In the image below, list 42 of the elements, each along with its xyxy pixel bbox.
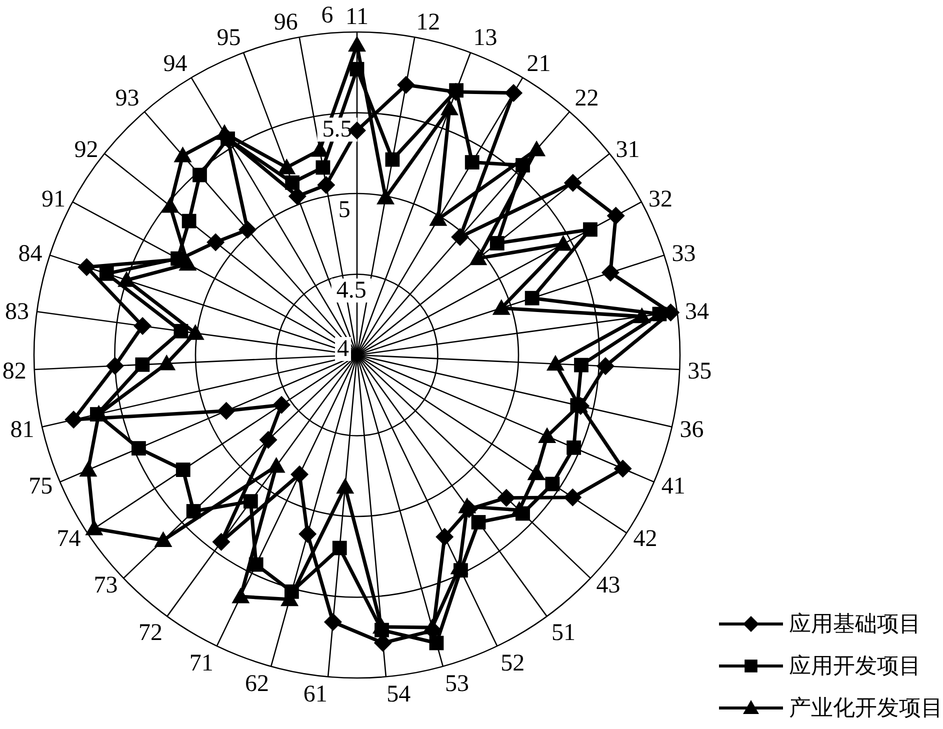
spoke-label: 72 bbox=[138, 620, 162, 646]
y-tick-label: 4 bbox=[337, 336, 349, 362]
spoke-label: 93 bbox=[115, 86, 140, 112]
spoke-label: 94 bbox=[163, 50, 188, 77]
spoke-label: 61 bbox=[303, 682, 328, 708]
spoke-label: 32 bbox=[648, 186, 672, 213]
spoke-label: 73 bbox=[94, 572, 118, 598]
spoke-label: 43 bbox=[596, 572, 620, 598]
spoke-label: 96 bbox=[274, 9, 298, 36]
spoke-label: 33 bbox=[672, 241, 696, 268]
spoke-label: 62 bbox=[244, 671, 269, 698]
spoke-label: 84 bbox=[18, 241, 42, 268]
spoke-label: 53 bbox=[445, 671, 470, 698]
spoke-label: 91 bbox=[42, 186, 66, 213]
spoke-label: 82 bbox=[2, 358, 26, 384]
spoke-label: 34 bbox=[685, 299, 710, 326]
spoke-label: 22 bbox=[574, 86, 599, 112]
spoke-label: 74 bbox=[56, 526, 81, 552]
spoke-label: 52 bbox=[500, 650, 525, 676]
spoke-label: 71 bbox=[189, 650, 214, 676]
y-tick-label: 6 bbox=[321, 2, 334, 28]
y-tick-label: 5 bbox=[338, 197, 350, 224]
legend-label: 应用基础项目 bbox=[789, 610, 921, 638]
spoke-label: 13 bbox=[473, 25, 498, 52]
spoke-label: 81 bbox=[10, 417, 34, 444]
spoke-label: 75 bbox=[28, 474, 53, 500]
spoke-label: 83 bbox=[4, 299, 29, 326]
spoke-label: 36 bbox=[680, 417, 704, 444]
legend-label: 应用开发项目 bbox=[789, 652, 921, 680]
spoke-label: 21 bbox=[526, 50, 551, 77]
spoke-label: 51 bbox=[552, 620, 576, 646]
spoke-label: 41 bbox=[661, 474, 686, 500]
spoke-label: 12 bbox=[416, 9, 440, 36]
spoke-label: 42 bbox=[633, 526, 658, 552]
spoke-label: 31 bbox=[616, 137, 640, 164]
legend-label: 产业化开发项目 bbox=[789, 694, 943, 722]
spoke-label: 54 bbox=[386, 682, 411, 708]
spoke-label: 92 bbox=[74, 137, 98, 164]
spoke-label: 35 bbox=[688, 358, 712, 384]
y-tick-label: 4.5 bbox=[336, 277, 366, 304]
spoke-label: 11 bbox=[345, 4, 369, 30]
spoke-label: 95 bbox=[216, 25, 241, 52]
